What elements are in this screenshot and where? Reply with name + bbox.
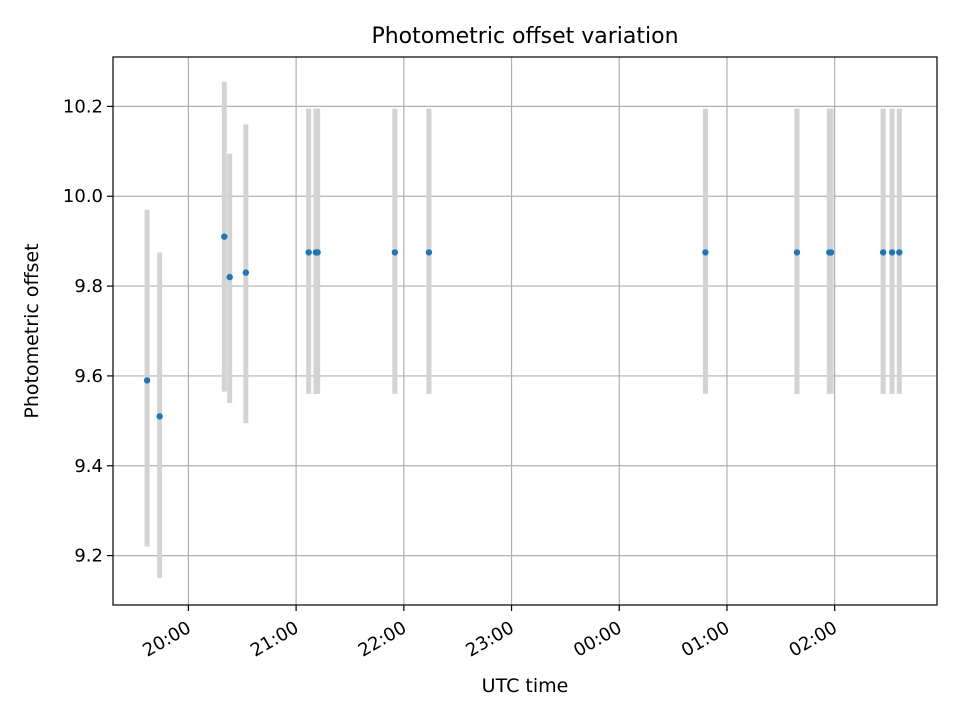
data-point [314,249,321,256]
data-point [827,249,835,256]
x-axis-label: UTC time [482,675,569,697]
data-point [702,249,709,256]
data-point [793,249,801,256]
data-point [425,249,433,256]
data-point [896,249,903,256]
data-points [143,233,903,420]
data-point [156,413,163,420]
y-tick-label: 9.8 [74,276,103,297]
data-point [391,249,399,256]
data-point [879,249,887,256]
data-point [242,269,250,276]
y-tick-label: 9.4 [74,456,103,477]
plot-frame [112,56,938,606]
y-axis-ticks: 9.2 9.4 9.6 9.8 10.0 10.2 [63,96,113,567]
data-point [888,249,896,256]
data-point [305,249,312,256]
data-point [143,377,151,384]
y-tick-label: 10.0 [63,186,103,207]
chart-title: Photometric offset variation [371,24,678,49]
y-tick-label: 10.2 [63,96,103,117]
grid [113,57,937,605]
y-axis-label: Photometric offset [21,243,43,418]
data-point [226,273,233,281]
y-tick-label: 9.6 [74,366,103,387]
y-tick-label: 9.2 [74,546,103,567]
data-point [221,233,228,240]
